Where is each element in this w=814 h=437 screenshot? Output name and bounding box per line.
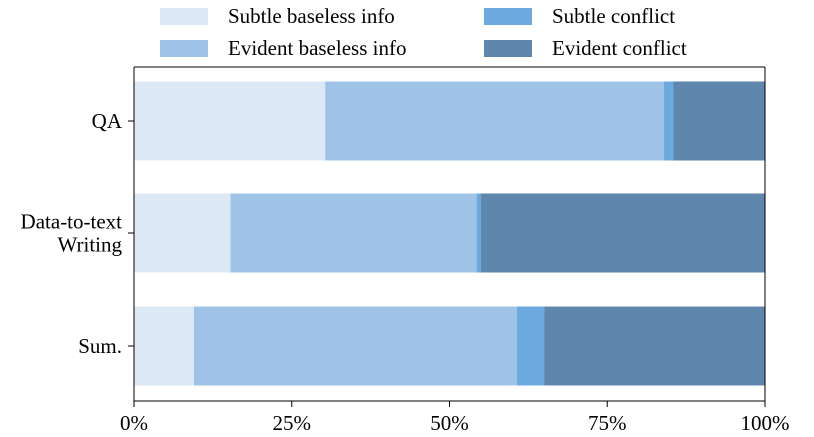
bar-subtle-baseless-info-0 (134, 81, 326, 161)
category-label-1-1: Writing (58, 233, 123, 257)
x-tick-label-0: 0% (120, 411, 148, 435)
legend-item-evident-conflict: Evident conflict (484, 36, 687, 61)
legend: Subtle baseless info Subtle conflict Evi… (0, 0, 814, 62)
legend-item-subtle-baseless-info: Subtle baseless info (160, 4, 395, 29)
x-tick-label-2: 50% (430, 411, 469, 435)
legend-swatch-subtle-baseless-info (160, 8, 208, 25)
legend-swatch-evident-conflict (484, 40, 532, 57)
bar-evident-conflict-2 (544, 306, 765, 386)
x-tick-label-3: 75% (588, 411, 627, 435)
bar-evident-conflict-1 (481, 193, 765, 273)
x-tick-label-1: 25% (273, 411, 312, 435)
legend-item-subtle-conflict: Subtle conflict (484, 4, 675, 29)
legend-item-evident-baseless-info: Evident baseless info (160, 36, 406, 61)
legend-label-evident-conflict: Evident conflict (552, 36, 687, 60)
category-label-2-0: Sum. (78, 334, 122, 358)
bar-evident-conflict-0 (673, 81, 765, 161)
bar-subtle-baseless-info-1 (134, 193, 231, 273)
bar-subtle-conflict-0 (664, 81, 674, 161)
legend-swatch-subtle-conflict (484, 8, 532, 25)
category-label-1-0: Data-to-text (21, 210, 123, 234)
legend-swatch-evident-baseless-info (160, 40, 208, 57)
bar-evident-baseless-info-0 (325, 81, 665, 161)
x-tick-label-4: 100% (741, 411, 790, 435)
legend-label-subtle-baseless-info: Subtle baseless info (228, 4, 395, 28)
legend-label-evident-baseless-info: Evident baseless info (228, 36, 407, 60)
legend-label-subtle-conflict: Subtle conflict (552, 4, 676, 28)
bar-evident-baseless-info-2 (193, 306, 518, 386)
category-label-0-0: QA (92, 109, 123, 133)
bar-subtle-conflict-1 (476, 193, 482, 273)
bar-evident-baseless-info-1 (230, 193, 477, 273)
bar-subtle-conflict-2 (517, 306, 545, 386)
bar-subtle-baseless-info-2 (134, 306, 194, 386)
